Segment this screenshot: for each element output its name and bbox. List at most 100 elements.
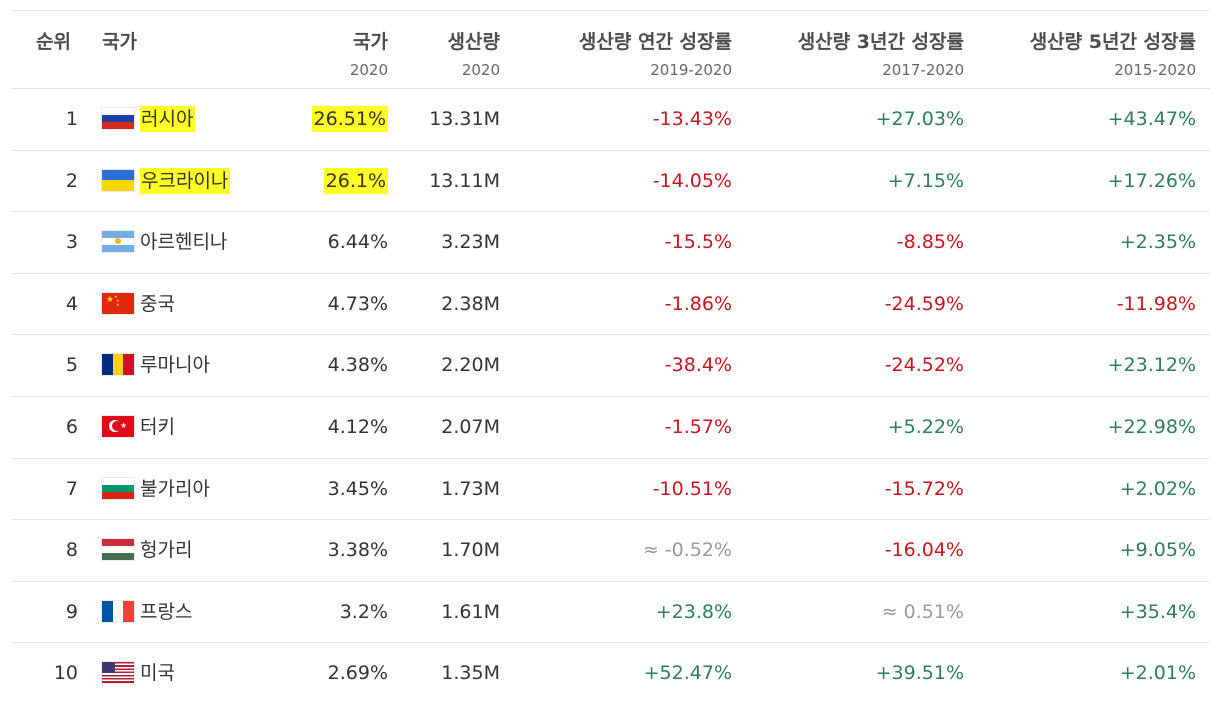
growth-5y-cell: +17.26% (1107, 169, 1196, 192)
production-cell: 2.20M (441, 354, 500, 377)
russia-flag-icon (102, 108, 134, 129)
growth-3y-cell: +5.22% (887, 415, 964, 438)
rank-cell: 8 (65, 539, 78, 562)
growth-5y-cell: +35.4% (1119, 600, 1196, 623)
header-share-year: 2020 (349, 61, 388, 79)
growth-5y-cell: +2.01% (1119, 662, 1196, 685)
growth-3y-cell: ≈ 0.51% (881, 600, 964, 623)
growth-5y-cell: +2.02% (1119, 477, 1196, 500)
header-production[interactable]: 생산량 (447, 31, 500, 53)
header-share[interactable]: 국가 (353, 31, 388, 53)
table-row[interactable]: 10 미국 2.69% 1.35M +52.47% +39.51% +2.01% (12, 643, 1210, 704)
country-link[interactable]: 중국 (140, 292, 175, 315)
growth-1y-cell: -13.43% (652, 108, 732, 130)
growth-3y-cell: -24.52% (884, 354, 964, 377)
production-cell: 13.31M (429, 108, 500, 130)
header-growth-5y[interactable]: 생산량 5년간 성장률 (1029, 31, 1196, 53)
rank-cell: 1 (65, 108, 78, 130)
growth-3y-cell: +39.51% (875, 662, 964, 685)
growth-1y-cell: -1.57% (664, 415, 732, 438)
header-production-year: 2020 (461, 61, 500, 79)
header-growth-1y-range: 2019-2020 (650, 61, 732, 79)
growth-3y-cell: -8.85% (896, 231, 964, 254)
share-cell: 3.2% (339, 600, 388, 623)
share-cell: 4.12% (327, 415, 388, 438)
rank-cell: 4 (65, 292, 78, 315)
country-link[interactable]: 우크라이나 (140, 167, 231, 194)
growth-1y-cell: -15.5% (664, 231, 732, 254)
growth-1y-cell: -10.51% (652, 477, 732, 500)
table-header: 순위 국가 국가 2020 생산량 2020 생산량 연간 성장률 2019-2… (12, 11, 1210, 89)
growth-5y-cell: +23.12% (1107, 354, 1196, 377)
country-link[interactable]: 아르헨티나 (140, 231, 228, 254)
rank-cell: 10 (53, 662, 78, 685)
argentina-flag-icon (102, 231, 134, 253)
bulgaria-flag-icon (102, 477, 134, 499)
table-row[interactable]: 9 프랑스 3.2% 1.61M +23.8% ≈ 0.51% +35.4% (12, 582, 1210, 644)
share-cell: 26.1% (323, 167, 388, 194)
growth-5y-cell: +43.47% (1107, 108, 1196, 130)
header-growth-3y[interactable]: 생산량 3년간 성장률 (797, 31, 964, 53)
header-growth-1y[interactable]: 생산량 연간 성장률 (578, 31, 732, 53)
table-row[interactable]: 7 불가리아 3.45% 1.73M -10.51% -15.72% +2.02… (12, 459, 1210, 521)
header-growth-5y-range: 2015-2020 (1114, 61, 1196, 79)
production-cell: 2.38M (441, 292, 500, 315)
production-table: 순위 국가 국가 2020 생산량 2020 생산량 연간 성장률 2019-2… (12, 10, 1210, 704)
growth-3y-cell: +27.03% (875, 108, 964, 130)
share-cell: 3.45% (327, 477, 388, 500)
header-growth-3y-range: 2017-2020 (882, 61, 964, 79)
growth-5y-cell: -11.98% (1116, 292, 1196, 315)
rank-cell: 7 (65, 477, 78, 500)
production-cell: 1.35M (441, 662, 500, 685)
share-cell: 2.69% (327, 662, 388, 685)
production-cell: 13.11M (429, 169, 500, 192)
table-row[interactable]: 1 러시아 26.51% 13.31M -13.43% +27.03% +43.… (12, 89, 1210, 151)
production-cell: 2.07M (441, 415, 500, 438)
turkey-flag-icon: ★ (102, 415, 134, 437)
romania-flag-icon (102, 354, 134, 376)
france-flag-icon (102, 600, 134, 622)
growth-3y-cell: +7.15% (887, 169, 964, 192)
country-link[interactable]: 터키 (140, 415, 175, 438)
share-cell: 6.44% (327, 231, 388, 254)
rank-cell: 9 (65, 600, 78, 623)
rank-cell: 5 (65, 354, 78, 377)
country-link[interactable]: 러시아 (140, 106, 196, 132)
growth-3y-cell: -24.59% (884, 292, 964, 315)
country-link[interactable]: 불가리아 (140, 477, 210, 500)
growth-1y-cell: ≈ -0.52% (642, 539, 732, 562)
ukraine-flag-icon (102, 169, 134, 191)
production-cell: 1.70M (441, 539, 500, 562)
header-rank[interactable]: 순위 (36, 31, 71, 53)
growth-1y-cell: +23.8% (655, 600, 732, 623)
growth-5y-cell: +9.05% (1119, 539, 1196, 562)
share-cell: 4.73% (327, 292, 388, 315)
growth-1y-cell: -1.86% (664, 292, 732, 315)
header-country[interactable]: 국가 (102, 31, 137, 53)
usa-flag-icon (102, 662, 134, 684)
growth-1y-cell: -38.4% (664, 354, 732, 377)
china-flag-icon: ★ ★ ★ ★ (102, 292, 134, 314)
share-cell: 3.38% (327, 539, 388, 562)
table-row[interactable]: 8 헝가리 3.38% 1.70M ≈ -0.52% -16.04% +9.05… (12, 520, 1210, 582)
hungary-flag-icon (102, 539, 134, 561)
rank-cell: 3 (65, 231, 78, 254)
country-link[interactable]: 프랑스 (140, 600, 193, 623)
growth-3y-cell: -16.04% (884, 539, 964, 562)
share-cell: 26.51% (311, 106, 388, 132)
table-row[interactable]: 6 ★ 터키 4.12% 2.07M -1.57% +5.22% +22.98% (12, 397, 1210, 459)
table-row[interactable]: 3 아르헨티나 6.44% 3.23M -15.5% -8.85% +2.35% (12, 212, 1210, 274)
country-link[interactable]: 헝가리 (140, 539, 193, 562)
table-row[interactable]: 4 ★ ★ ★ ★ 중국 4.73% 2.38M -1.86% -24.59% … (12, 274, 1210, 336)
table-row[interactable]: 2 우크라이나 26.1% 13.11M -14.05% +7.15% +17.… (12, 151, 1210, 213)
country-link[interactable]: 루마니아 (140, 354, 210, 377)
country-link[interactable]: 미국 (140, 662, 175, 685)
production-cell: 1.61M (441, 600, 500, 623)
growth-3y-cell: -15.72% (884, 477, 964, 500)
production-cell: 3.23M (441, 231, 500, 254)
growth-1y-cell: -14.05% (652, 169, 732, 192)
table-row[interactable]: 5 루마니아 4.38% 2.20M -38.4% -24.52% +23.12… (12, 335, 1210, 397)
production-cell: 1.73M (441, 477, 500, 500)
rank-cell: 2 (65, 169, 78, 192)
growth-1y-cell: +52.47% (643, 662, 732, 685)
